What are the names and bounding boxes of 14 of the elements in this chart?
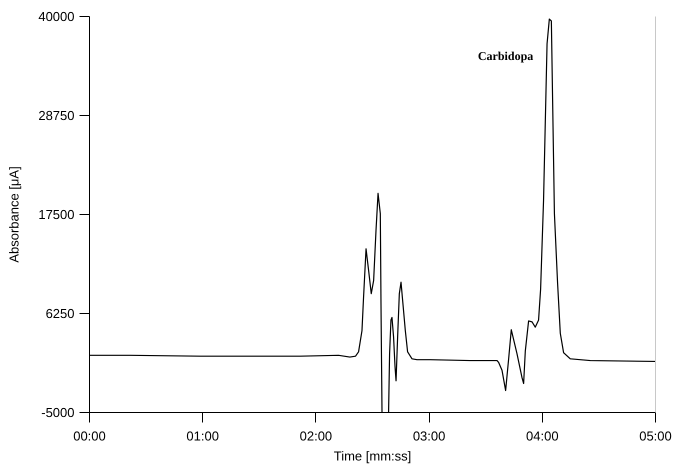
- x-tick-label: 05:00: [639, 428, 672, 444]
- y-tick-label: -5000: [41, 405, 74, 420]
- y-tick-label: 6250: [46, 306, 74, 321]
- y-axis-title: Absorbance [μA]: [6, 166, 22, 263]
- x-tick-label: 02:00: [300, 428, 332, 444]
- y-tick-label: 17500: [38, 207, 75, 222]
- x-tick-label: 00:00: [73, 428, 106, 444]
- x-tick-label: 01:00: [186, 428, 219, 444]
- y-tick-label: 28750: [38, 108, 75, 123]
- x-axis-title: Time [mm:ss]: [334, 448, 412, 464]
- x-tick-label: 03:00: [412, 428, 446, 444]
- annotation: Carbidopa: [478, 49, 534, 64]
- x-tick-label: 04:00: [526, 428, 559, 444]
- y-tick-label: 40000: [38, 9, 75, 24]
